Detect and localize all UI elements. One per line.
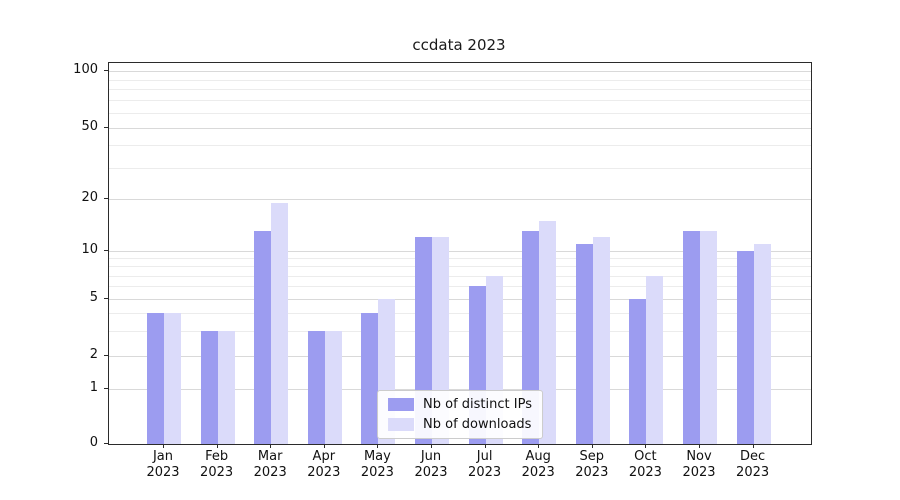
- bar-distinct-ips-sep: [575, 243, 593, 444]
- chart-title: ccdata 2023: [412, 36, 506, 54]
- y-tick-label-100: 100: [73, 62, 98, 77]
- gridline-major-50: [109, 128, 811, 130]
- legend-swatch-distinct-ips: [388, 398, 415, 411]
- gridline-major-100: [109, 71, 811, 72]
- gridline-minor-9: [109, 258, 811, 260]
- bar-downloads-feb: [217, 330, 235, 444]
- bar-downloads-aug: [539, 220, 557, 444]
- gridline-minor-70: [109, 100, 811, 102]
- y-tick-50: [104, 127, 108, 129]
- gridline-minor-3: [109, 330, 811, 332]
- gridline-minor-7: [109, 275, 811, 277]
- bar-distinct-ips-feb: [200, 330, 218, 444]
- y-tick-2: [104, 354, 108, 356]
- bar-distinct-ips-oct: [629, 298, 647, 444]
- bar-downloads-apr: [324, 330, 342, 444]
- legend-item-distinct-ips: Nb of distinct IPs: [388, 397, 532, 412]
- y-tick-label-5: 5: [89, 289, 98, 305]
- legend: Nb of distinct IPs Nb of downloads: [377, 390, 543, 439]
- gridline-minor-90: [109, 79, 811, 81]
- x-tick-label-feb: Feb 2023: [200, 449, 234, 480]
- bar-downloads-jan: [164, 312, 181, 444]
- x-tick-oct: [645, 444, 647, 448]
- x-tick-label-jan: Jan 2023: [146, 449, 180, 480]
- y-tick-0: [104, 443, 108, 444]
- bar-downloads-oct: [646, 275, 664, 444]
- bar-downloads-sep: [592, 237, 610, 444]
- bar-distinct-ips-apr: [307, 330, 325, 444]
- y-tick-label-0: 0: [89, 435, 98, 450]
- bar-distinct-ips-dec: [736, 250, 754, 444]
- x-tick-may: [377, 444, 379, 448]
- gridline-minor-40: [109, 145, 811, 147]
- gridline-major-5: [109, 298, 811, 300]
- gridline-major-20: [109, 199, 811, 201]
- y-tick-20: [104, 198, 108, 200]
- gridline-minor-60: [109, 113, 811, 115]
- x-tick-mar: [270, 444, 272, 448]
- bar-downloads-dec: [753, 243, 771, 444]
- gridline-minor-6: [109, 286, 811, 288]
- gridline-major-2: [109, 355, 811, 357]
- x-tick-feb: [216, 444, 218, 448]
- bar-distinct-ips-jan: [147, 312, 164, 444]
- x-tick-label-sep: Sep 2023: [575, 449, 609, 480]
- x-tick-jun: [431, 444, 432, 448]
- x-tick-label-jun: Jun 2023: [414, 449, 448, 480]
- x-tick-label-jul: Jul 2023: [468, 449, 502, 480]
- y-tick-label-20: 20: [81, 190, 98, 206]
- plot-area: Nb of distinct IPs Nb of downloads: [108, 62, 812, 445]
- gridline-minor-8: [109, 266, 811, 268]
- x-tick-label-dec: Dec 2023: [736, 449, 770, 480]
- bar-downloads-nov: [700, 231, 717, 444]
- legend-label-distinct-ips: Nb of distinct IPs: [423, 397, 532, 412]
- x-tick-aug: [538, 444, 540, 448]
- x-tick-label-aug: Aug 2023: [521, 449, 555, 480]
- bar-distinct-ips-may: [361, 312, 379, 444]
- y-tick-label-2: 2: [89, 346, 98, 362]
- y-tick-label-10: 10: [81, 241, 98, 257]
- x-tick-jan: [163, 444, 164, 448]
- gridline-major-1: [109, 389, 811, 391]
- x-tick-dec: [752, 444, 754, 448]
- gridline-minor-80: [109, 89, 811, 91]
- legend-label-downloads: Nb of downloads: [423, 417, 532, 432]
- gridline-minor-4: [109, 312, 811, 314]
- legend-swatch-downloads: [388, 418, 415, 431]
- x-tick-apr: [323, 444, 325, 448]
- bar-distinct-ips-nov: [683, 231, 700, 444]
- x-tick-jul: [484, 444, 486, 448]
- x-tick-label-nov: Nov 2023: [682, 449, 716, 480]
- y-tick-label-50: 50: [81, 119, 98, 135]
- legend-item-downloads: Nb of downloads: [388, 417, 532, 432]
- gridline-minor-30: [109, 167, 811, 169]
- y-tick-100: [104, 70, 108, 71]
- y-tick-5: [104, 297, 108, 299]
- y-tick-label-1: 1: [89, 380, 98, 396]
- y-tick-1: [104, 388, 108, 390]
- y-tick-10: [104, 249, 108, 251]
- bar-distinct-ips-mar: [254, 231, 272, 444]
- x-tick-label-apr: Apr 2023: [307, 449, 341, 480]
- x-tick-label-mar: Mar 2023: [253, 449, 287, 480]
- gridline-major-10: [109, 250, 811, 252]
- x-tick-nov: [699, 444, 700, 448]
- bar-downloads-mar: [271, 202, 289, 444]
- x-tick-label-oct: Oct 2023: [628, 449, 662, 480]
- x-tick-label-may: May 2023: [360, 449, 394, 480]
- x-tick-sep: [591, 444, 593, 448]
